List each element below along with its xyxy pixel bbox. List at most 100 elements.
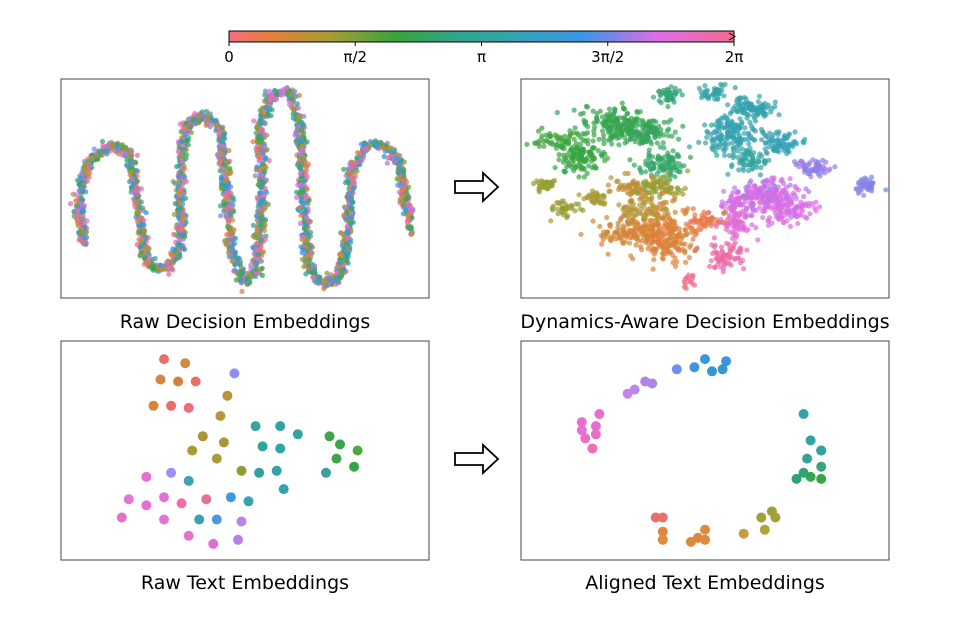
scatter-point: [78, 202, 85, 208]
scatter-point: [667, 159, 673, 165]
scatter-point: [712, 122, 718, 128]
scatter-point: [622, 117, 628, 123]
scatter-point: [553, 145, 560, 151]
scatter-point: [199, 109, 205, 115]
scatter-point: [255, 154, 261, 160]
scatter-point: [630, 230, 636, 236]
scatter-point: [622, 106, 628, 112]
scatter-point: [262, 143, 268, 149]
scatter-point: [394, 155, 400, 161]
scatter-point: [400, 211, 406, 217]
scatter-point: [581, 196, 587, 202]
scatter-point: [536, 143, 543, 149]
scatter-point: [721, 152, 728, 158]
scatter-point: [350, 199, 356, 205]
scatter-point: [653, 126, 659, 132]
scatter-point: [172, 201, 178, 207]
scatter-point: [762, 182, 768, 188]
scatter-point: [627, 157, 633, 163]
panel-title: Raw Decision Embeddings: [120, 311, 371, 333]
scatter-point: [228, 203, 234, 210]
scatter-point: [825, 168, 831, 174]
scatter-point: [665, 119, 671, 125]
scatter-point: [739, 158, 745, 164]
scatter-point: [76, 181, 82, 187]
scatter-point: [677, 88, 683, 94]
scatter-point: [184, 130, 190, 136]
scatter-point: [555, 200, 562, 206]
scatter-point: [308, 244, 314, 250]
scatter-point: [648, 166, 654, 172]
scatter-point: [620, 240, 626, 247]
scatter-point: [166, 467, 177, 478]
scatter-point: [293, 93, 299, 99]
scatter-point: [345, 191, 351, 197]
scatter-point: [220, 124, 226, 130]
scatter-point: [257, 215, 263, 221]
scatter-point: [769, 135, 775, 141]
scatter-point: [634, 108, 640, 115]
scatter-point: [658, 100, 664, 106]
scatter-point: [576, 417, 587, 428]
scatter-point: [335, 279, 341, 285]
scatter-point: [721, 93, 727, 99]
scatter-point: [643, 182, 649, 188]
scatter-point: [148, 400, 159, 411]
scatter-point: [219, 176, 225, 182]
scatter-point: [715, 261, 721, 267]
scatter-point: [402, 177, 408, 183]
scatter-point: [296, 151, 303, 157]
scatter-point: [409, 206, 415, 212]
scatter-point: [712, 137, 718, 143]
scatter-point: [166, 400, 177, 411]
scatter-point: [255, 251, 262, 257]
scatter-point: [218, 213, 224, 219]
scatter-point: [536, 128, 542, 134]
scatter-point: [257, 441, 268, 452]
scatter-point: [682, 248, 688, 254]
scatter-point: [622, 388, 633, 399]
scatter-point: [615, 123, 621, 129]
colorbar-tick-label: π: [477, 48, 486, 66]
scatter-point: [717, 364, 728, 375]
scatter-point: [771, 175, 777, 181]
scatter-point: [180, 358, 191, 369]
scatter-point: [660, 223, 667, 229]
scatter-point: [785, 198, 791, 204]
scatter-point: [405, 203, 411, 209]
scatter-point: [82, 224, 88, 230]
scatter-point: [806, 189, 812, 195]
scatter-point: [176, 498, 187, 509]
scatter-point: [640, 228, 647, 234]
scatter-point: [680, 191, 686, 197]
scatter-point: [731, 199, 737, 205]
scatter-point: [132, 159, 139, 165]
scatter-point: [672, 194, 678, 200]
scatter-point: [734, 144, 740, 150]
scatter-point: [571, 157, 577, 163]
scatter-point: [748, 203, 754, 209]
scatter-point: [335, 439, 345, 450]
scatter-point: [560, 198, 566, 204]
scatter-point: [248, 262, 254, 268]
scatter-point: [651, 257, 657, 263]
scatter-point: [793, 195, 799, 201]
scatter-point: [584, 104, 591, 110]
scatter-point: [725, 135, 731, 141]
scatter-point: [300, 132, 306, 138]
scatter-point: [324, 270, 330, 276]
scatter-point: [524, 141, 530, 147]
scatter-point: [647, 128, 653, 134]
scatter-point: [755, 99, 762, 105]
scatter-point: [135, 219, 141, 225]
scatter-point: [639, 238, 645, 244]
scatter-point: [224, 238, 230, 244]
scatter-point: [401, 173, 407, 179]
scatter-point: [258, 135, 264, 141]
scatter-point: [262, 120, 268, 127]
scatter-point: [128, 169, 134, 175]
scatter-point: [136, 205, 143, 211]
scatter-point: [182, 195, 189, 201]
scatter-point: [683, 227, 689, 233]
scatter-point: [652, 189, 659, 195]
